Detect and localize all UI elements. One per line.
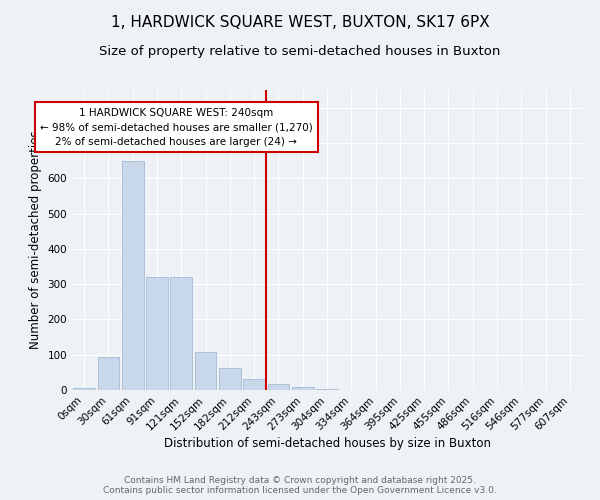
Bar: [194, 352, 217, 390]
Bar: [292, 387, 314, 390]
Text: Size of property relative to semi-detached houses in Buxton: Size of property relative to semi-detach…: [100, 45, 500, 58]
Bar: [243, 380, 265, 390]
X-axis label: Distribution of semi-detached houses by size in Buxton: Distribution of semi-detached houses by …: [163, 438, 491, 450]
Text: 1, HARDWICK SQUARE WEST, BUXTON, SK17 6PX: 1, HARDWICK SQUARE WEST, BUXTON, SK17 6P…: [110, 15, 490, 30]
Bar: [97, 357, 119, 390]
Bar: [122, 162, 143, 390]
Y-axis label: Number of semi-detached properties: Number of semi-detached properties: [29, 130, 42, 350]
Bar: [73, 388, 95, 390]
Text: 1 HARDWICK SQUARE WEST: 240sqm
← 98% of semi-detached houses are smaller (1,270): 1 HARDWICK SQUARE WEST: 240sqm ← 98% of …: [40, 108, 313, 147]
Bar: [219, 368, 241, 390]
Bar: [268, 384, 289, 390]
Bar: [146, 277, 168, 390]
Bar: [170, 277, 192, 390]
Text: Contains HM Land Registry data © Crown copyright and database right 2025.
Contai: Contains HM Land Registry data © Crown c…: [103, 476, 497, 495]
